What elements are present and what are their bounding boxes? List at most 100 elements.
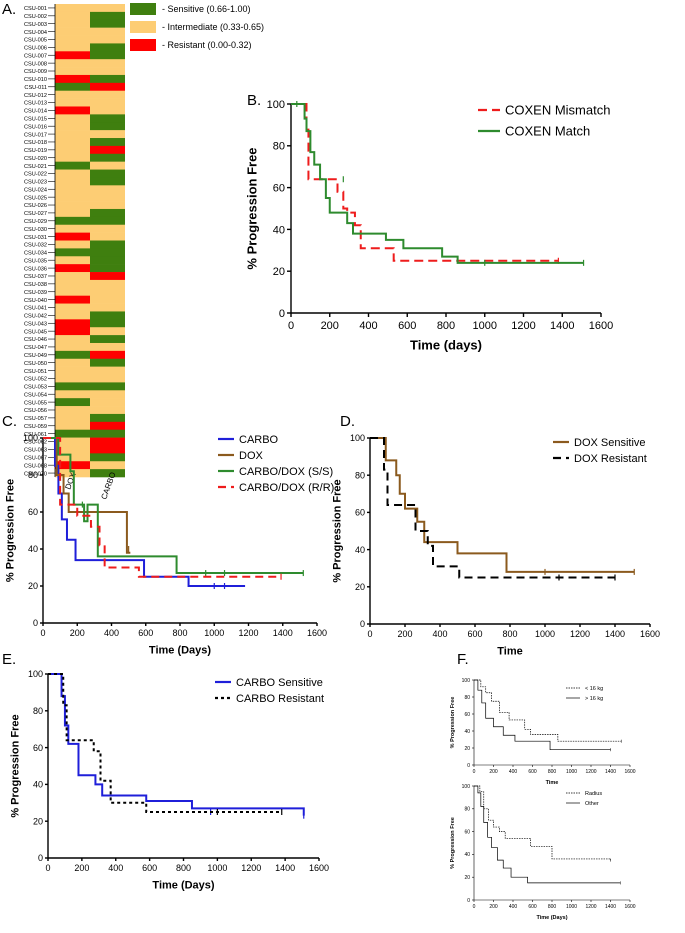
- y-tick-label: 60: [355, 508, 365, 518]
- panel-f-label: F.: [457, 651, 469, 668]
- x-tick-label: 200: [489, 904, 498, 910]
- heatmap-legend: - Sensitive (0.66-1.00) - Intermediate (…: [130, 3, 264, 51]
- heatmap-cell-carbo: [90, 169, 125, 178]
- series-line-other: [474, 785, 621, 884]
- panel-d-label: D.: [340, 413, 355, 430]
- heatmap-cell-carbo: [90, 469, 125, 478]
- heatmap-cell-carbo: [90, 287, 125, 296]
- heatmap-cell-carbo: [90, 319, 125, 328]
- heatmap-cell-dox: [55, 106, 90, 115]
- x-tick-label: 1400: [275, 863, 295, 873]
- y-tick-label: 0: [38, 853, 43, 863]
- heatmap-row-label: CSU-005: [24, 38, 47, 44]
- y-tick-label: 40: [355, 545, 365, 555]
- heatmap-cell-carbo: [90, 11, 125, 21]
- y-tick-label: 0: [279, 308, 285, 320]
- x-tick-label: 1000: [535, 629, 555, 639]
- x-tick-label: 1200: [241, 863, 261, 873]
- y-tick-label: 100: [462, 678, 471, 684]
- heatmap-cell-dox: [55, 319, 90, 328]
- x-tick-label: 400: [104, 628, 119, 638]
- series-line--16-kg: [474, 679, 611, 751]
- y-tick-label: 40: [464, 729, 470, 735]
- heatmap-cell-carbo: [90, 43, 125, 52]
- chart-c: 0 200 400 600 800 1000 1200 1400 1600 0 20 40 60 80 10…: [4, 433, 334, 656]
- x-tick-label: 200: [70, 628, 85, 638]
- heatmap-cell-dox: [55, 82, 90, 92]
- heatmap-cell-carbo: [90, 461, 125, 470]
- x-tick-label: 1600: [309, 863, 329, 873]
- series-line-carbo-resistant: [48, 673, 282, 813]
- series-line-carbo-dox-s-s-: [43, 437, 304, 575]
- heatmap-cell-dox: [55, 138, 90, 147]
- y-tick-label: 60: [28, 507, 38, 517]
- y-tick-label: 100: [462, 784, 471, 790]
- heatmap-row-label: CSU-017: [24, 132, 47, 138]
- x-tick-label: 1400: [273, 628, 293, 638]
- x-tick-label: 1200: [585, 769, 596, 775]
- heatmap-row-label: CSU-046: [24, 337, 47, 343]
- heatmap-cell-dox: [55, 232, 90, 241]
- heatmap-cell-carbo: [90, 138, 125, 147]
- heatmap-cell-dox: [55, 90, 90, 99]
- heatmap-cell-dox: [55, 59, 90, 68]
- heatmap-cell-dox: [55, 469, 90, 478]
- legend-label: DOX Sensitive: [574, 437, 646, 449]
- x-tick-label: 0: [45, 863, 50, 873]
- x-tick-label: 400: [432, 629, 447, 639]
- heatmap-row-label: CSU-016: [24, 124, 47, 130]
- heatmap-row-label: CSU-021: [24, 164, 47, 170]
- heatmap-cell-dox: [55, 35, 90, 44]
- heatmap-row-label: CSU-063: [24, 448, 47, 454]
- legend-label-intermediate: - Intermediate (0.33-0.65): [162, 22, 264, 32]
- heatmap-cell-carbo: [90, 185, 125, 194]
- heatmap-row-label: CSU-012: [24, 93, 47, 99]
- chart-b: 0 200 400 600 800 1000 1200 1400 1600 0 20 40 60 80 10…: [245, 99, 614, 353]
- heatmap-row-label: CSU-026: [24, 203, 47, 209]
- heatmap-cell-carbo: [90, 19, 125, 28]
- x-tick-label: 400: [509, 904, 518, 910]
- legend-label: COXEN Mismatch: [505, 103, 610, 118]
- heatmap-cell-dox: [55, 114, 90, 123]
- x-tick-label: 1200: [570, 629, 590, 639]
- x-tick-label: 1000: [207, 863, 227, 873]
- legend-label: COXEN Match: [505, 124, 590, 139]
- y-tick-label: 20: [464, 875, 470, 881]
- heatmap-cell-dox: [55, 445, 90, 454]
- heatmap-cell-carbo: [90, 311, 125, 320]
- heatmap-row-label: CSU-030: [24, 227, 47, 233]
- chart-f-top: 0 200 400 600 800 1000 1200 1400 1600 0 20 40 60 80 10…: [450, 678, 636, 786]
- chart-f-bottom: 0 200 400 600 800 1000 1200 1400 1600 0 20 40 60 80 10…: [450, 784, 636, 921]
- heatmap-cell-carbo: [90, 327, 125, 336]
- x-tick-label: 600: [528, 769, 537, 775]
- legend-label: CARBO: [239, 434, 279, 446]
- x-tick-label: 200: [489, 769, 498, 775]
- legend-label: Radius: [585, 791, 602, 797]
- heatmap-row-label: CSU-067: [24, 455, 47, 461]
- heatmap-row-label: CSU-068: [24, 463, 47, 469]
- heatmap-row-label: CSU-047: [24, 345, 47, 351]
- heatmap-cell-carbo: [90, 398, 125, 407]
- heatmap-row-label: CSU-052: [24, 377, 47, 383]
- legend-swatch-resistant: [130, 39, 156, 51]
- heatmap-cell-dox: [55, 193, 90, 202]
- heatmap-cell-dox: [55, 295, 90, 304]
- panel-b-label: B.: [247, 92, 261, 109]
- legend-label: Other: [585, 801, 599, 807]
- legend-label: DOX: [239, 450, 264, 462]
- series-line-dox-sensitive: [370, 437, 635, 573]
- heatmap-cell-carbo: [90, 303, 125, 312]
- x-tick-label: 600: [467, 629, 482, 639]
- heatmap-row-label: CSU-062: [24, 440, 47, 446]
- heatmap-row-label: CSU-049: [24, 353, 47, 359]
- heatmap-row-label: CSU-019: [24, 148, 47, 154]
- series-line-coxen-match: [291, 103, 584, 264]
- heatmap-cell-dox: [55, 145, 90, 155]
- y-tick-label: 0: [360, 619, 365, 629]
- heatmap-cell-dox: [55, 51, 90, 60]
- heatmap-cell-dox: [55, 413, 90, 423]
- heatmap-cell-carbo: [90, 240, 125, 249]
- heatmap-cell-carbo: [90, 342, 125, 352]
- heatmap-cell-dox: [55, 382, 90, 391]
- heatmap-cell-dox: [55, 256, 90, 265]
